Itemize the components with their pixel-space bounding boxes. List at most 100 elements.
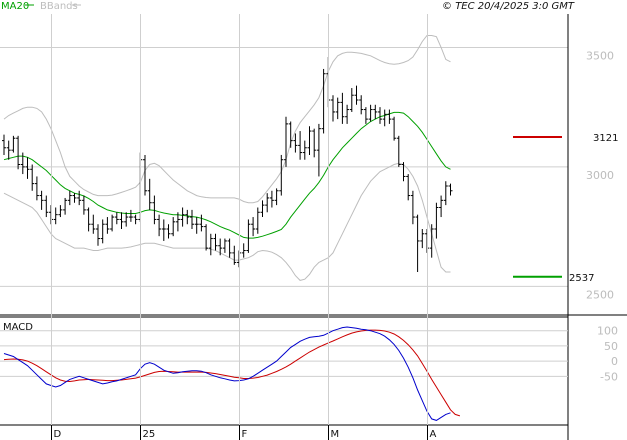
price-bar (279, 154, 284, 196)
price-bar (363, 107, 368, 124)
macd-panel: MACD 100 50 0 -50 (0, 322, 618, 421)
price-bar (77, 190, 82, 206)
price-bar (368, 104, 373, 122)
price-bar (227, 238, 232, 258)
price-bar (396, 135, 401, 167)
price-y-tick-label: 2500 (586, 288, 614, 301)
price-bar (63, 197, 68, 215)
price-bar (128, 209, 133, 222)
support-level-label: 2537 (569, 273, 594, 284)
price-bar (110, 214, 115, 232)
price-bar (81, 195, 86, 215)
price-bar (39, 190, 44, 210)
price-bar (204, 224, 209, 251)
price-bar (293, 133, 298, 153)
price-bar (124, 212, 129, 227)
price-bar (255, 207, 260, 234)
bollinger-upper-band (3, 35, 451, 204)
resistance-level-label: 3121 (593, 133, 618, 144)
price-bar (274, 188, 279, 206)
price-bar (241, 243, 246, 258)
macd-gridlines (0, 330, 568, 377)
price-bar (175, 212, 180, 232)
price-bar (194, 217, 199, 234)
copyright-timestamp: © TEC 20/4/2025 3:0 GMT (442, 1, 575, 12)
price-gridlines (0, 46, 568, 287)
price-bar (410, 190, 415, 225)
price-bar (91, 214, 96, 234)
price-bar (312, 128, 317, 158)
bollinger-lower-band (3, 162, 451, 281)
price-bar (199, 214, 204, 232)
price-bar (359, 95, 364, 115)
macd-y-tick-label: -50 (600, 370, 618, 383)
price-bar (16, 135, 21, 170)
price-bar (53, 207, 58, 225)
price-bar (67, 190, 72, 206)
price-bar (316, 123, 321, 177)
price-bar (180, 207, 185, 227)
price-y-tick-label: 3000 (586, 169, 614, 182)
price-bar (72, 193, 77, 203)
price-bar (429, 224, 434, 258)
price-bar (161, 219, 166, 241)
price-y-axis: 3500 3000 2500 (586, 49, 614, 301)
price-bar (265, 193, 270, 213)
price-bar (246, 219, 251, 253)
price-bar (434, 202, 439, 239)
price-bar (119, 212, 124, 229)
price-bar (11, 135, 16, 153)
price-bar (288, 121, 293, 148)
price-bar (213, 233, 218, 251)
x-tick-label: M (331, 429, 340, 440)
price-bar (406, 174, 411, 201)
x-tick-label: 25 (143, 429, 156, 440)
price-bar (2, 134, 6, 155)
price-bar (114, 212, 119, 225)
price-bar (232, 245, 237, 265)
price-bar (100, 219, 105, 244)
price-bar (269, 190, 274, 208)
macd-y-axis: 100 50 0 -50 (597, 325, 618, 384)
price-bar (415, 214, 420, 272)
macd-y-tick-label: 100 (597, 325, 618, 338)
ma20-line (3, 111, 451, 239)
price-bar (208, 233, 213, 256)
price-bar (86, 207, 91, 232)
price-bar (439, 195, 444, 218)
price-bar (335, 97, 340, 120)
price-bar (58, 205, 63, 218)
price-bar (185, 209, 190, 225)
legend: MA20 BBands © TEC 20/4/2025 3:0 GMT (1, 1, 575, 12)
macd-y-tick-label: 50 (604, 340, 618, 353)
price-bar (349, 88, 354, 112)
price-bar (331, 95, 335, 122)
price-bar (260, 200, 265, 218)
price-bar (387, 109, 392, 124)
macd-panel-title: MACD (3, 322, 33, 333)
price-bar (96, 224, 100, 246)
price-bar (30, 164, 35, 191)
price-bar (251, 217, 256, 237)
price-bar (378, 107, 382, 124)
price-bar (166, 224, 171, 239)
price-bar (44, 195, 49, 218)
price-bar (190, 209, 194, 229)
price-bar (340, 92, 345, 124)
x-axis: D 25 F M A (51, 14, 437, 440)
price-bar (218, 238, 223, 256)
price-bar (448, 183, 453, 196)
price-bar (382, 109, 387, 127)
price-bar (392, 116, 397, 141)
price-bar (321, 68, 326, 134)
macd-line (3, 326, 451, 421)
price-bar (302, 140, 307, 160)
price-bar (143, 154, 147, 196)
x-tick-label: D (54, 429, 62, 440)
macd-signal-line (3, 329, 461, 417)
price-bar (401, 162, 406, 182)
price-bar (105, 217, 110, 234)
price-bar (171, 217, 176, 237)
price-bar (147, 178, 152, 210)
